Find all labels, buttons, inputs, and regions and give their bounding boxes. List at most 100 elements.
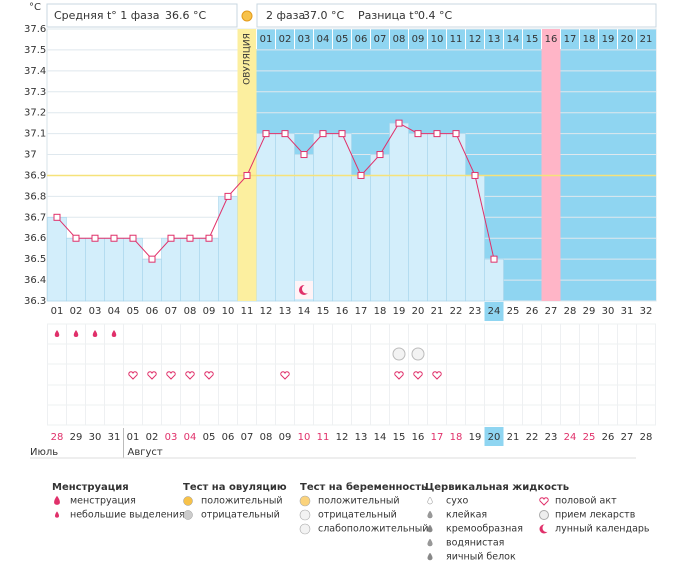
legend-item: отрицательный <box>318 510 397 521</box>
ovulation-label: ОВУЛЯЦИЯ <box>243 33 253 85</box>
temp-point <box>72 234 80 242</box>
temp-bar <box>370 154 390 302</box>
temp-bar <box>275 133 295 302</box>
legend-item: половой акт <box>555 496 617 507</box>
sun-icon <box>241 10 253 22</box>
temp-bar <box>47 217 67 302</box>
date-label: 28 <box>640 432 653 443</box>
day-label: 15 <box>317 306 330 317</box>
temp-point <box>452 130 460 138</box>
legend-icon <box>427 524 433 533</box>
y-tick-label: 37.2 <box>24 108 46 119</box>
day-label: 05 <box>127 306 140 317</box>
legend-icon <box>427 510 433 519</box>
day-label: 22 <box>450 306 463 317</box>
temp-point <box>319 130 327 138</box>
day-label: 29 <box>583 306 596 317</box>
phase2-temp: 37.0 °C <box>303 9 344 22</box>
temp-point <box>281 130 289 138</box>
day-label: 17 <box>355 306 368 317</box>
temp-point <box>148 255 156 263</box>
date-label: 04 <box>184 432 197 443</box>
date-label: 12 <box>336 432 349 443</box>
temp-point <box>433 130 441 138</box>
legend-icon <box>539 510 549 520</box>
day-label: 16 <box>336 306 349 317</box>
temp-bar <box>484 258 504 302</box>
y-tick-label: 36.8 <box>24 191 46 202</box>
y-tick-label: 36.6 <box>24 233 46 244</box>
temp-point <box>300 151 308 159</box>
phase2-day-label: 02 <box>279 34 292 45</box>
y-tick-label: 36.4 <box>24 275 46 286</box>
day-label: 24 <box>488 306 501 317</box>
date-label: 11 <box>317 432 330 443</box>
phase2-day-label: 16 <box>545 34 558 45</box>
day-label: 01 <box>51 306 64 317</box>
temp-point <box>186 234 194 242</box>
phase2-day-label: 13 <box>488 34 501 45</box>
phase1-box <box>46 3 238 28</box>
intercourse-mark <box>394 371 404 380</box>
day-label: 18 <box>374 306 387 317</box>
temp-point <box>376 151 384 159</box>
temp-point <box>395 119 403 127</box>
y-tick-label: 37.1 <box>24 129 46 140</box>
y-tick-label: 36.3 <box>24 296 46 307</box>
temp-bar <box>389 122 409 302</box>
legend-icon <box>427 552 433 561</box>
day-label: 10 <box>222 306 235 317</box>
date-label: 23 <box>545 432 558 443</box>
y-tick-label: 37.5 <box>24 45 46 56</box>
temp-bar <box>104 237 124 302</box>
temp-bar <box>332 133 352 302</box>
ovulation-column <box>237 29 257 301</box>
temp-point <box>490 255 498 263</box>
day-label: 14 <box>298 306 311 317</box>
y-tick-label: 36.5 <box>24 254 46 265</box>
date-label: 25 <box>583 432 596 443</box>
legend-item: сухо <box>446 496 468 507</box>
date-label: 01 <box>127 432 140 443</box>
date-label: 07 <box>241 432 254 443</box>
menstruation-mark <box>111 330 117 337</box>
phase2-day-label: 07 <box>374 34 387 45</box>
temp-point <box>414 130 422 138</box>
phase2-day-label: 12 <box>469 34 482 45</box>
day-label: 11 <box>241 306 254 317</box>
legend-item: менструация <box>70 496 136 507</box>
temp-bar <box>408 133 428 302</box>
intercourse-mark <box>147 371 157 380</box>
pregnancy-test-mark <box>411 347 425 361</box>
y-tick-label: 36.9 <box>24 170 46 181</box>
temp-bar <box>465 175 485 302</box>
day-label: 03 <box>89 306 102 317</box>
phase2-day-label: 15 <box>526 34 539 45</box>
date-label: 22 <box>526 432 539 443</box>
day-label: 32 <box>640 306 653 317</box>
day-label: 04 <box>108 306 121 317</box>
day-label: 20 <box>412 306 425 317</box>
date-label: 20 <box>488 432 501 443</box>
intercourse-mark <box>432 371 442 380</box>
date-label: 06 <box>222 432 235 443</box>
menstruation-mark <box>73 330 79 337</box>
phase2-day-label: 06 <box>355 34 368 45</box>
date-label: 09 <box>279 432 292 443</box>
temp-bar <box>351 175 371 302</box>
date-label: 13 <box>355 432 368 443</box>
date-label: 24 <box>564 432 577 443</box>
date-label: 29 <box>70 432 83 443</box>
month-label: Август <box>128 447 163 458</box>
date-label: 03 <box>165 432 178 443</box>
temp-point <box>471 171 479 179</box>
phase2-day-label: 11 <box>450 34 463 45</box>
legend-item: положительный <box>201 496 283 507</box>
temp-bar <box>161 237 181 302</box>
day-label: 19 <box>393 306 406 317</box>
legend-icon <box>54 511 60 518</box>
phase2-day-label: 09 <box>412 34 425 45</box>
date-label: 14 <box>374 432 387 443</box>
day-label: 28 <box>564 306 577 317</box>
